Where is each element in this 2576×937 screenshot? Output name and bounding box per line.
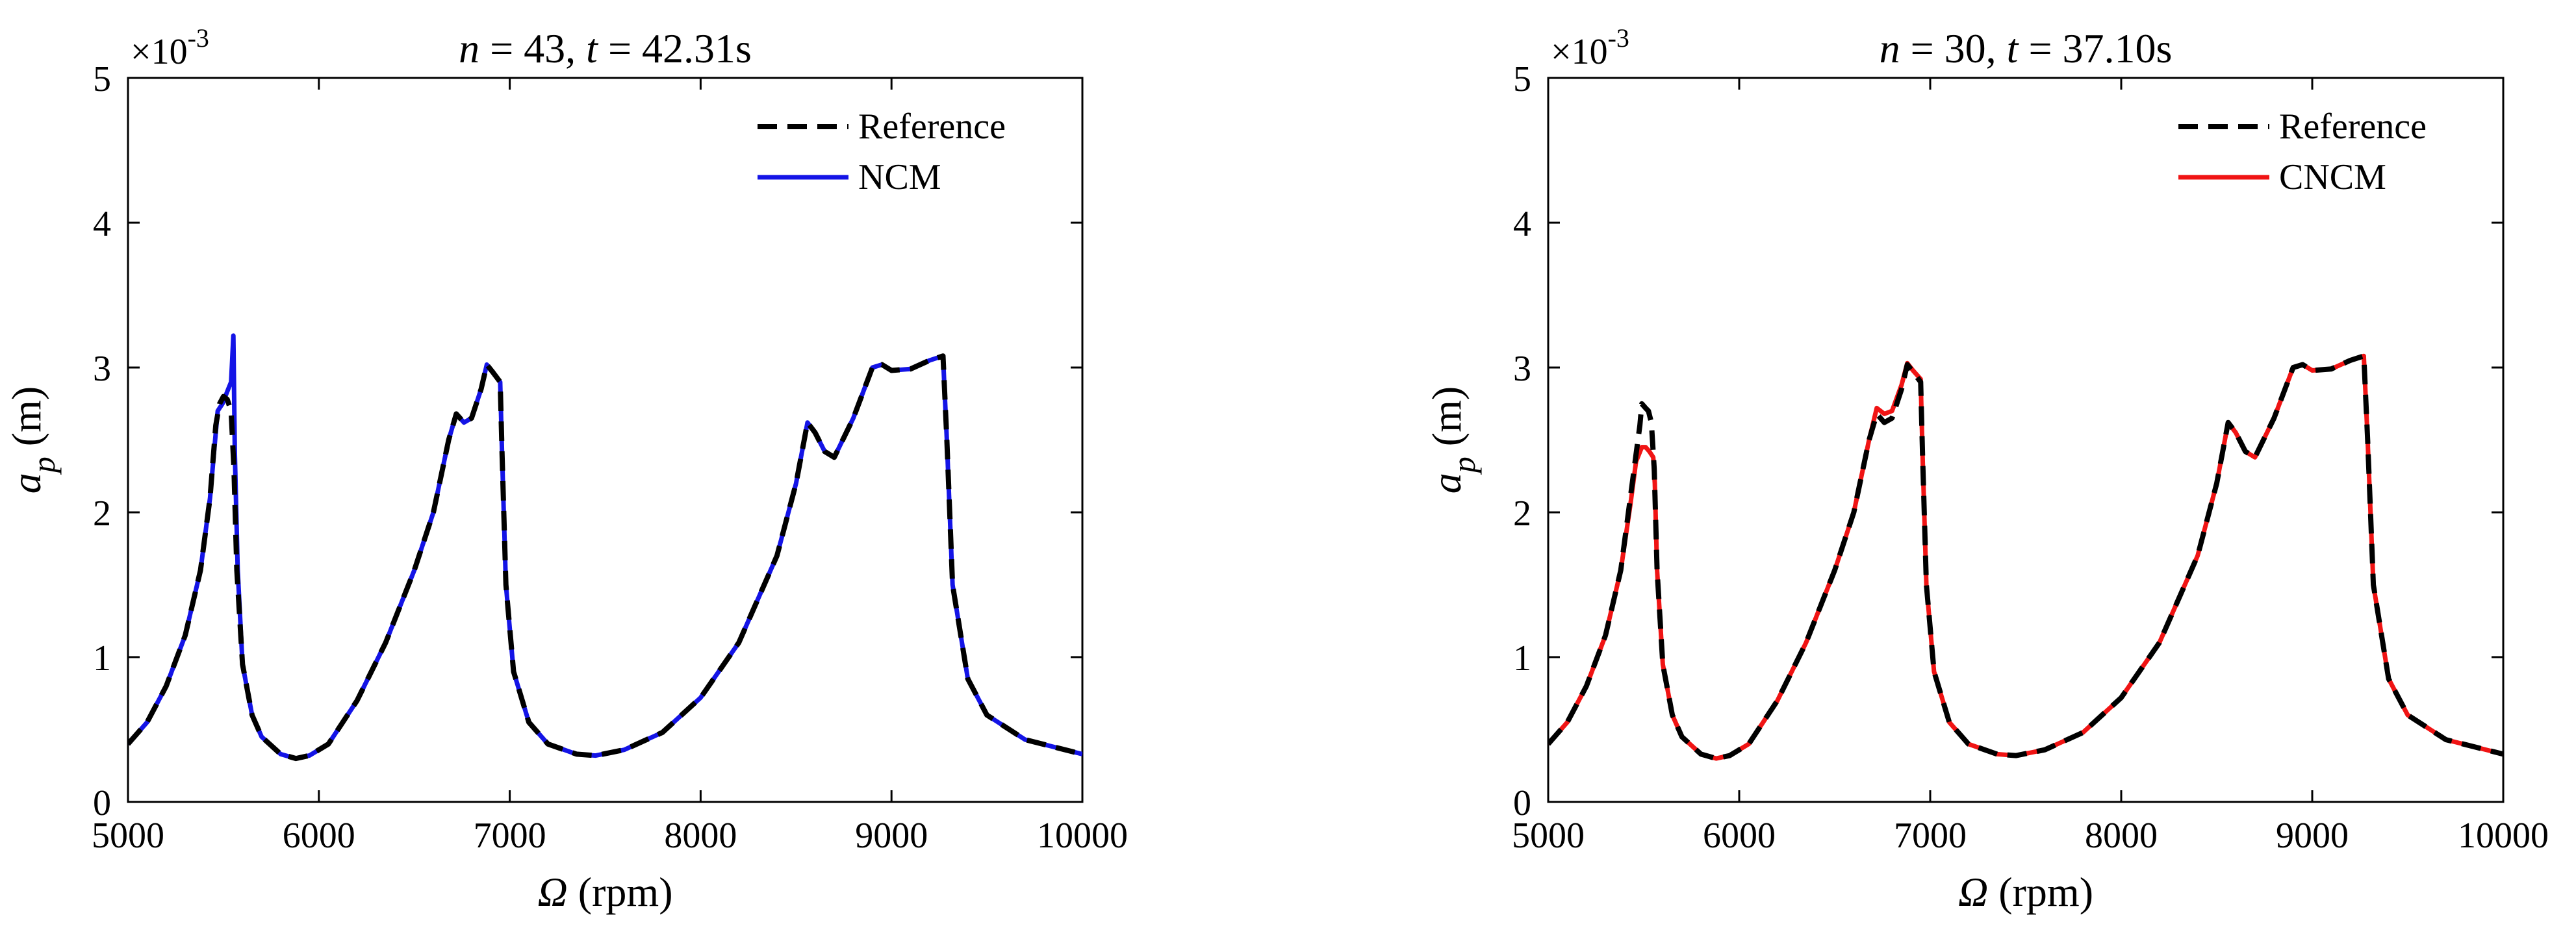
series-line-reference [1548,353,2503,762]
x-tick-label: 6000 [283,816,355,856]
y-tick-label: 1 [1513,638,1531,679]
x-tick-label: 6000 [1703,816,1776,856]
x-axis-label: Ω (rpm) [1958,869,2093,915]
x-tick-label: 10000 [1037,816,1128,856]
x-tick-label: 5000 [92,816,164,856]
y-tick-label: 0 [1513,783,1531,823]
axes-box [1547,77,2505,803]
series-line-reference [128,353,1082,762]
y-tick-label: 4 [1513,204,1531,244]
y-axis-label: ap (m) [1423,386,1482,493]
y-tick-label: 3 [1513,349,1531,389]
x-tick-label: 9000 [855,816,928,856]
legend-label-ncm: NCM [858,157,941,197]
legend-label-reference: Reference [858,106,1006,147]
chart-title: n = 30, t = 37.10s [1880,25,2173,71]
y-tick-label: 2 [93,493,111,534]
y-exponent-label: ×10-3 [131,23,209,72]
x-tick-label: 5000 [1512,816,1585,856]
x-tick-label: 8000 [2085,816,2158,856]
legend-label-reference: Reference [2279,106,2427,147]
series-line-ncm [128,333,1082,761]
chart-panel-1: 5000 6000 7000 8000 9000 10000 0 1 2 3 4 5 ×10-3 n = … [3,23,1128,915]
x-axis-label: Ω (rpm) [538,869,673,915]
x-tick-label: 9000 [2276,816,2349,856]
y-axis-label: ap (m) [3,386,62,493]
chart-title: n = 43, t = 42.31s [459,25,752,71]
y-tick-label: 2 [1513,493,1531,534]
x-tick-label: 7000 [1894,816,1967,856]
y-tick-label: 1 [93,638,111,679]
axes-box [127,77,1084,803]
x-tick-label: 7000 [474,816,546,856]
x-tick-label: 10000 [2458,816,2549,856]
y-tick-label: 4 [93,204,111,244]
y-tick-label: 3 [93,349,111,389]
y-tick-label: 0 [93,783,111,823]
y-tick-label: 5 [1513,59,1531,99]
x-tick-label: 8000 [664,816,737,856]
series-line-cncm [1548,353,2503,761]
y-exponent-label: ×10-3 [1551,23,1629,72]
legend-label-cncm: CNCM [2279,157,2386,197]
chart-panel-2: 5000 6000 7000 8000 9000 10000 0 1 2 3 4 5 ×10-3 n = … [1423,23,2549,915]
y-tick-label: 5 [93,59,111,99]
